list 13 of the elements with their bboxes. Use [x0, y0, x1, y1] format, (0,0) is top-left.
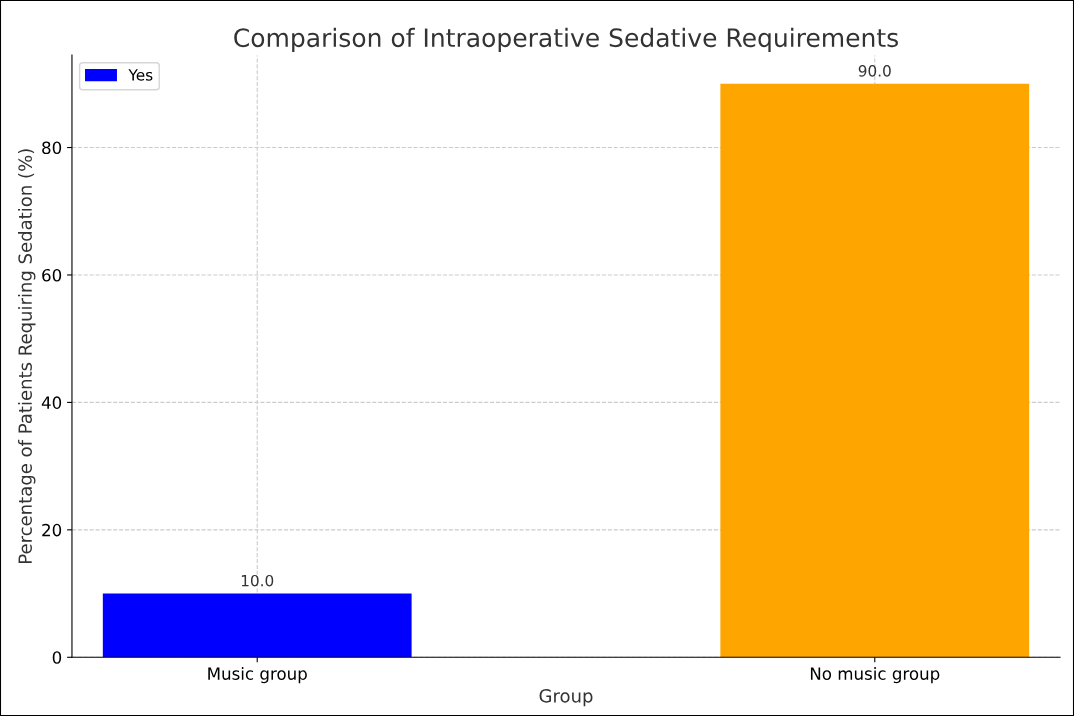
- data-label: 10.0: [241, 574, 274, 587]
- chart-title: Comparison of Intraoperative Sedative Requirements: [234, 27, 898, 52]
- x-tick-label: No music group: [810, 667, 940, 684]
- y-axis-title: Percentage of Patients Requiring Sedation (%): [18, 149, 36, 563]
- x-tick-label: Music group: [208, 667, 307, 684]
- data-label: 90.0: [858, 65, 891, 77]
- y-tick-label: 40: [41, 396, 62, 409]
- y-tick-label: 20: [42, 523, 62, 537]
- legend-label: Yes: [128, 69, 153, 81]
- y-tick-label: 80: [42, 141, 62, 155]
- x-axis-title: Group: [539, 689, 593, 707]
- y-tick-label: 60: [42, 268, 62, 282]
- y-tick-label: 0: [52, 651, 62, 664]
